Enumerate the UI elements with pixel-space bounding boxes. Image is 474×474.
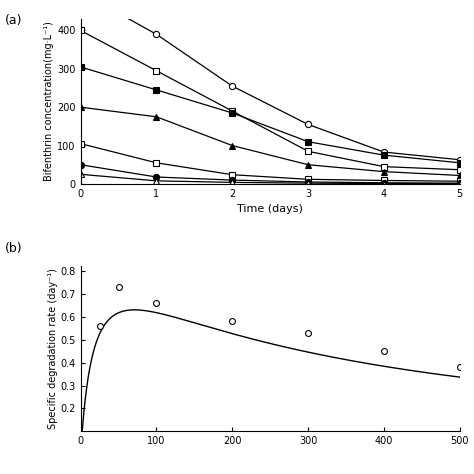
Point xyxy=(456,364,464,371)
Text: (b): (b) xyxy=(5,242,22,255)
Point xyxy=(115,283,122,291)
Point xyxy=(96,322,103,330)
Point xyxy=(304,329,312,337)
Text: (a): (a) xyxy=(5,14,22,27)
Point xyxy=(228,318,236,325)
Point xyxy=(153,299,160,307)
Y-axis label: Bifenthrin concentration(mg·L⁻¹): Bifenthrin concentration(mg·L⁻¹) xyxy=(45,21,55,182)
Y-axis label: Specific degradation rate (day⁻¹): Specific degradation rate (day⁻¹) xyxy=(47,268,57,429)
Point xyxy=(380,347,388,355)
X-axis label: Time (days): Time (days) xyxy=(237,204,303,214)
